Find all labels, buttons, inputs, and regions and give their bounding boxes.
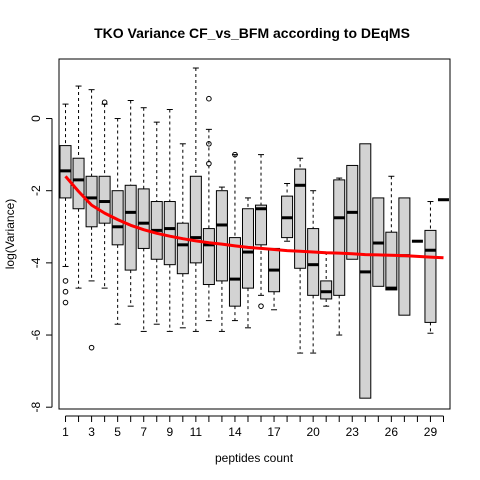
x-tick-label: 7 [140, 425, 147, 439]
y-tick-label: -2 [29, 185, 43, 196]
x-tick-label: 1 [62, 425, 69, 439]
x-tick-label: 17 [267, 425, 281, 439]
box-body [138, 189, 149, 249]
x-tick-label: 3 [88, 425, 95, 439]
box-body [73, 158, 84, 209]
y-tick-label: 0 [29, 115, 43, 122]
box-body [229, 238, 240, 307]
x-tick-label: 9 [166, 425, 173, 439]
x-tick-label: 5 [114, 425, 121, 439]
y-axis-label: log(Variance) [3, 199, 17, 269]
box-body [203, 229, 214, 285]
box-body [216, 191, 227, 281]
x-tick-label: 29 [424, 425, 438, 439]
y-tick-label: -4 [29, 257, 43, 268]
box-body [190, 176, 201, 263]
box-body [425, 230, 436, 322]
x-axis-label: peptides count [215, 451, 294, 465]
box-24 [360, 144, 371, 398]
x-tick-label: 11 [190, 425, 203, 439]
box-body [321, 281, 332, 299]
x-tick-label: 20 [306, 425, 320, 439]
box-body [308, 229, 319, 296]
y-tick-label: -6 [29, 329, 43, 340]
box-body [177, 223, 188, 274]
box-25 [373, 198, 384, 286]
box-body [334, 180, 345, 295]
box-body [256, 205, 267, 245]
y-tick-label: -8 [29, 402, 43, 413]
chart-title: TKO Variance CF_vs_BFM according to DEqM… [94, 25, 410, 41]
x-tick-label: 14 [228, 425, 242, 439]
x-tick-label: 23 [346, 425, 360, 439]
x-tick-label: 26 [385, 425, 399, 439]
box-23 [347, 165, 358, 259]
box-body [386, 232, 397, 290]
box-body [164, 202, 175, 265]
